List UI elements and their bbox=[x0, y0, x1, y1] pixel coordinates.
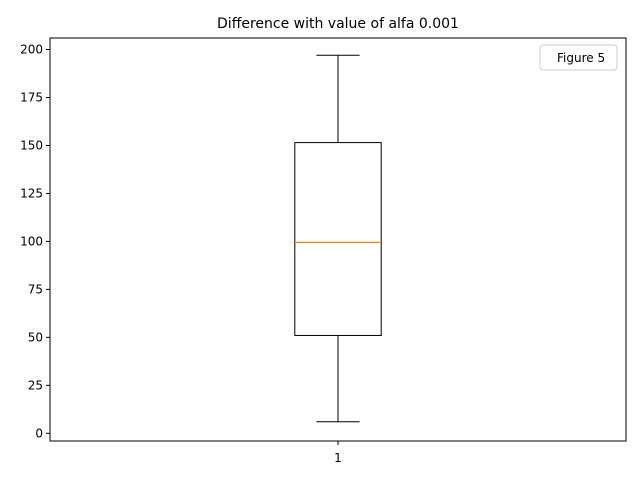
y-tick-label: 100 bbox=[20, 234, 43, 248]
y-tick-label: 150 bbox=[20, 138, 43, 152]
legend: Figure 5 bbox=[539, 44, 618, 71]
y-tick-label: 50 bbox=[28, 330, 43, 344]
chart-title: Difference with value of alfa 0.001 bbox=[217, 16, 459, 32]
axes-frame bbox=[49, 37, 627, 442]
legend-box bbox=[539, 44, 618, 71]
plot-area: 0 25 50 75 100 125 150 175 200 1 bbox=[20, 43, 382, 465]
x-tick-label: 1 bbox=[334, 451, 342, 465]
legend-entry-label: Figure 5 bbox=[557, 51, 605, 65]
box-iqr bbox=[294, 142, 382, 336]
y-tick-label: 125 bbox=[20, 186, 43, 200]
y-tick-label: 175 bbox=[20, 90, 43, 104]
y-tick-label: 200 bbox=[20, 43, 43, 57]
y-tick-label: 25 bbox=[28, 378, 43, 392]
y-tick-label: 75 bbox=[28, 282, 43, 296]
y-tick-label: 0 bbox=[35, 426, 43, 440]
